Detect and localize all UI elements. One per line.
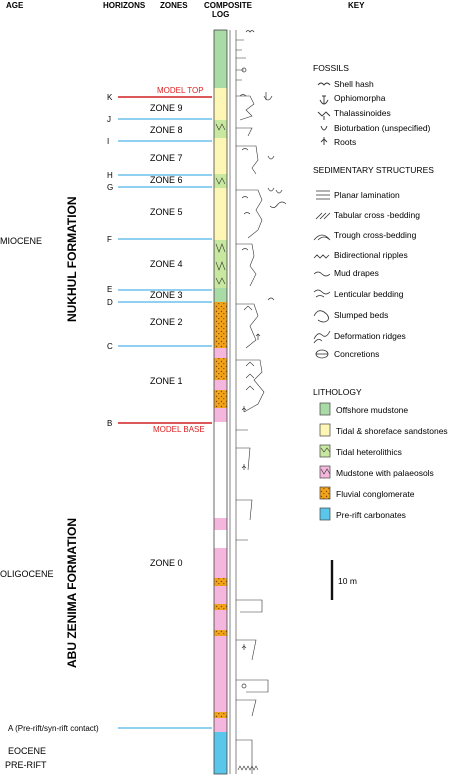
tabular-cross-bedding-icon (315, 212, 331, 220)
key-lithology-title: LITHOLOGY (313, 387, 362, 397)
concretions-icon (315, 349, 329, 359)
trough-cross-bedding-icon (313, 234, 331, 241)
header-key: KEY (348, 1, 365, 10)
header-composite: COMPOSITE (204, 1, 253, 10)
horizon-lines (118, 96, 212, 729)
composite-log-column (213, 29, 228, 775)
key-planar-lamination: Planar lamination (334, 190, 400, 200)
age-oligocene: OLIGOCENE (0, 569, 54, 579)
horizon-label-f: F (107, 235, 112, 244)
key-structure-icons (313, 190, 331, 359)
zone-5-label: ZONE 5 (150, 207, 183, 217)
header-zones: ZONES (160, 1, 188, 10)
slumped-beds-icon (313, 310, 329, 323)
formation-abu-zenima: ABU ZENIMA FORMATION (65, 518, 79, 668)
zone-2-label: ZONE 2 (150, 317, 183, 327)
model-base-label: MODEL BASE (153, 425, 205, 434)
zone-6-label: ZONE 6 (150, 175, 183, 185)
planar-lamination-icon (316, 190, 330, 200)
header-age: AGE (6, 1, 24, 10)
key-lenticular-bedding: Lenticular bedding (334, 289, 404, 299)
key-pre-rift-carbonates: Pre-rift carbonates (336, 510, 406, 520)
grain-size-profile (229, 30, 269, 774)
key-lithology-swatches (319, 402, 331, 521)
swatch-offshore-mudstone (319, 402, 331, 416)
horizon-label-j: J (107, 115, 111, 124)
zone-4-label: ZONE 4 (150, 259, 183, 269)
zone-9-label: ZONE 9 (150, 103, 183, 113)
swatch-tidal-shoreface (319, 423, 331, 437)
key-ophiomorpha: Ophiomorpha (334, 93, 386, 103)
key-thalassinoides: Thalassinoides (334, 108, 391, 118)
formation-nukhul: NUKHUL FORMATION (65, 196, 79, 322)
shell-hash-icon (317, 82, 331, 86)
horizon-label-h: H (107, 171, 113, 180)
key-tabular-cross-bedding: Tabular cross -bedding (334, 210, 420, 220)
header-log: LOG (212, 10, 229, 19)
key-fossils-title: FOSSILS (313, 63, 349, 73)
swatch-fluvial-conglomerate (319, 486, 331, 500)
bioturbation-icon (320, 125, 328, 131)
key-shell-hash: Shell hash (334, 79, 374, 89)
header-horizons: HORIZONS (103, 1, 146, 10)
key-fossil-icons (317, 82, 331, 145)
horizon-label-b: B (107, 419, 112, 428)
key-slumped-beds: Slumped beds (334, 310, 388, 320)
swatch-pre-rift-carbonates (319, 507, 331, 521)
zone-7-label: ZONE 7 (150, 153, 183, 163)
zone-0-label: ZONE 0 (150, 558, 183, 568)
thalassinoides-icon (317, 111, 331, 120)
key-bioturbation: Bioturbation (unspecified) (334, 123, 431, 133)
log-fossil-symbols (241, 30, 287, 689)
zone-1-label: ZONE 1 (150, 376, 183, 386)
key-offshore-mudstone: Offshore mudstone (336, 405, 408, 415)
lenticular-bedding-icon (313, 289, 331, 298)
key-roots: Roots (334, 137, 356, 147)
key-structures-title: SEDIMENTARY STRUCTURES (313, 165, 434, 175)
ophiomorpha-icon (319, 95, 329, 105)
age-eocene: EOCENE (8, 746, 46, 756)
key-tidal-shoreface: Tidal & shoreface sandstones (336, 426, 448, 436)
mud-drapes-icon (313, 271, 331, 277)
horizon-label-i: I (107, 137, 109, 146)
key-bidirectional-ripples: Bidirectional ripples (334, 250, 408, 260)
swatch-hatching (320, 447, 331, 475)
scale-label: 10 m (338, 576, 357, 586)
horizon-label-a: A (Pre-rift/syn-rift contact) (8, 724, 99, 733)
horizon-label-c: C (107, 342, 113, 351)
key-tidal-heterolithics: Tidal heterolithics (336, 447, 402, 457)
age-miocene: MIOCENE (0, 236, 42, 246)
roots-icon (320, 137, 328, 145)
key-fluvial-conglomerate: Fluvial conglomerate (336, 489, 415, 499)
horizon-label-g: G (107, 183, 113, 192)
deformation-ridges-icon (313, 330, 331, 344)
horizon-label-e: E (107, 285, 112, 294)
key-concretions: Concretions (334, 349, 379, 359)
bidirectional-ripples-icon (313, 254, 330, 259)
key-trough-cross-bedding: Trough cross-bedding (334, 230, 417, 240)
key-mudstone-palaeosols: Mudstone with palaeosols (336, 468, 434, 478)
key-mud-drapes: Mud drapes (334, 268, 379, 278)
horizon-label-d: D (107, 298, 113, 307)
horizon-label-k: K (107, 93, 113, 102)
zone-3-label: ZONE 3 (150, 290, 183, 300)
model-top-label: MODEL TOP (157, 86, 204, 95)
key-deformation-ridges: Deformation ridges (334, 331, 406, 341)
zone-8-label: ZONE 8 (150, 125, 183, 135)
age-prerift: PRE-RIFT (5, 760, 47, 770)
